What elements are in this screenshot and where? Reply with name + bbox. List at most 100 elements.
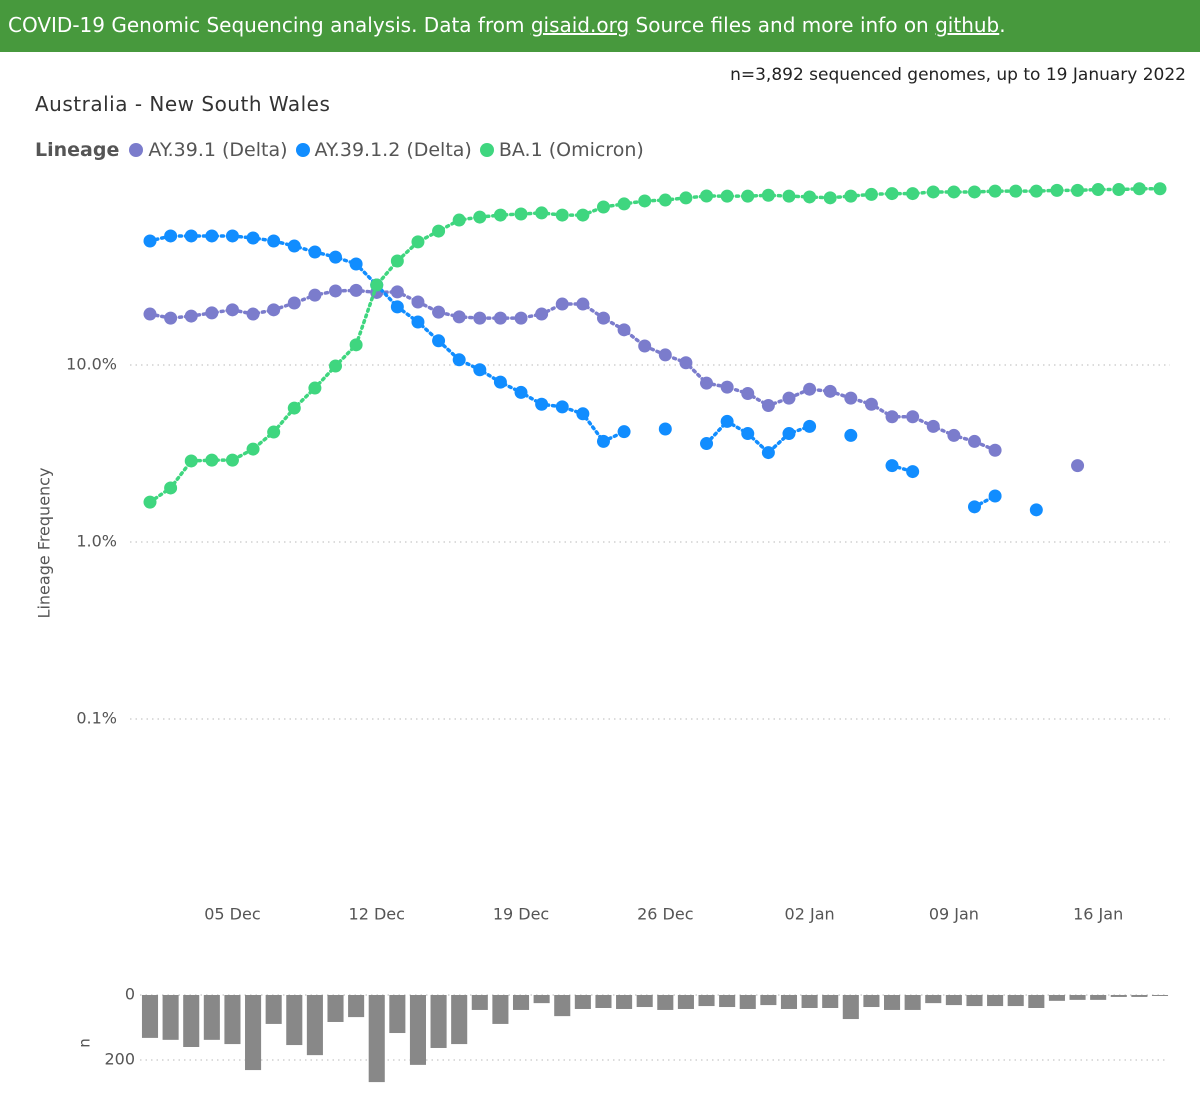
bar — [141, 995, 159, 1038]
data-point — [617, 323, 631, 337]
data-point — [700, 437, 714, 451]
bar — [945, 995, 962, 1006]
data-point — [452, 213, 466, 227]
x-tick-label: 19 Dec — [493, 905, 549, 924]
data-point — [885, 187, 899, 201]
data-point — [596, 434, 610, 448]
data-point — [864, 187, 878, 201]
bar — [286, 995, 303, 1046]
bar — [595, 995, 612, 1008]
data-point — [514, 385, 528, 399]
data-point — [988, 184, 1002, 198]
data-point — [617, 197, 631, 211]
github-link[interactable]: github — [935, 13, 1000, 37]
bar — [842, 995, 859, 1020]
bar — [1090, 995, 1107, 1000]
data-point — [967, 500, 981, 514]
bar — [533, 995, 550, 1004]
data-point — [329, 250, 343, 264]
bar — [348, 995, 365, 1018]
bar — [657, 995, 674, 1010]
data-point — [267, 234, 281, 248]
y-tick-label: 0.1% — [76, 709, 117, 728]
data-point — [287, 239, 301, 253]
data-point — [782, 391, 796, 405]
data-point — [596, 200, 610, 214]
data-point — [493, 375, 507, 389]
data-point — [947, 185, 961, 199]
data-point — [926, 185, 940, 199]
data-point — [823, 384, 837, 398]
legend: Lineage AY.39.1 (Delta) AY.39.1.2 (Delta) B… — [35, 139, 652, 161]
data-point — [803, 419, 817, 433]
data-point — [761, 399, 775, 413]
bar — [430, 995, 447, 1048]
data-point — [143, 234, 157, 248]
data-point — [184, 309, 198, 323]
bar — [1110, 995, 1127, 997]
y-tick-label: 10.0% — [66, 355, 117, 374]
bar — [904, 995, 921, 1010]
data-point — [390, 254, 404, 268]
data-point — [225, 453, 239, 467]
data-point — [246, 442, 260, 456]
data-point — [473, 363, 487, 377]
bar — [245, 995, 262, 1071]
data-point — [246, 231, 260, 245]
bar — [512, 995, 530, 1010]
data-point — [555, 208, 569, 222]
legend-item[interactable]: AY.39.1 (Delta) — [129, 139, 288, 161]
data-point — [514, 311, 528, 325]
x-tick-label: 12 Dec — [349, 905, 405, 924]
data-point — [844, 189, 858, 203]
data-point — [1132, 182, 1146, 196]
bar — [636, 995, 653, 1008]
data-point — [473, 210, 487, 224]
bar — [451, 995, 468, 1045]
data-point — [1112, 183, 1126, 197]
data-point — [803, 382, 817, 396]
data-point — [473, 311, 487, 325]
data-point — [164, 229, 178, 243]
data-point — [452, 353, 466, 367]
bar — [822, 995, 839, 1008]
data-point — [617, 425, 631, 439]
bar — [368, 995, 385, 1083]
legend-item[interactable]: BA.1 (Omicron) — [479, 139, 644, 161]
data-point — [370, 278, 384, 292]
data-point — [349, 257, 363, 271]
data-point — [308, 381, 322, 395]
header-text: Source files and more info on — [629, 13, 936, 37]
data-point — [700, 376, 714, 390]
data-point — [287, 296, 301, 310]
data-point — [246, 307, 260, 321]
data-point — [741, 387, 755, 401]
y-tick-label: 200 — [104, 1050, 135, 1069]
bar — [966, 995, 983, 1007]
data-point — [658, 193, 672, 207]
gisaid-link[interactable]: gisaid.org — [530, 13, 630, 37]
data-point — [885, 459, 899, 473]
bar — [719, 995, 736, 1008]
data-point — [782, 189, 796, 203]
data-point — [1071, 183, 1085, 197]
data-point — [926, 419, 940, 433]
data-point — [885, 410, 899, 424]
data-point — [164, 311, 178, 325]
bar — [409, 995, 426, 1065]
bar — [884, 995, 901, 1010]
data-point — [720, 189, 734, 203]
data-point — [638, 339, 652, 353]
data-point — [1009, 184, 1023, 198]
data-point — [535, 206, 549, 220]
bar — [162, 995, 179, 1040]
legend-title: Lineage — [35, 139, 120, 161]
data-point — [225, 229, 239, 243]
data-point — [947, 428, 961, 442]
data-point — [287, 401, 301, 415]
x-tick-label: 09 Jan — [929, 905, 979, 924]
legend-item[interactable]: AY.39.1.2 (Delta) — [295, 139, 472, 161]
y-axis-label: n — [76, 1038, 94, 1048]
bar — [224, 995, 241, 1045]
